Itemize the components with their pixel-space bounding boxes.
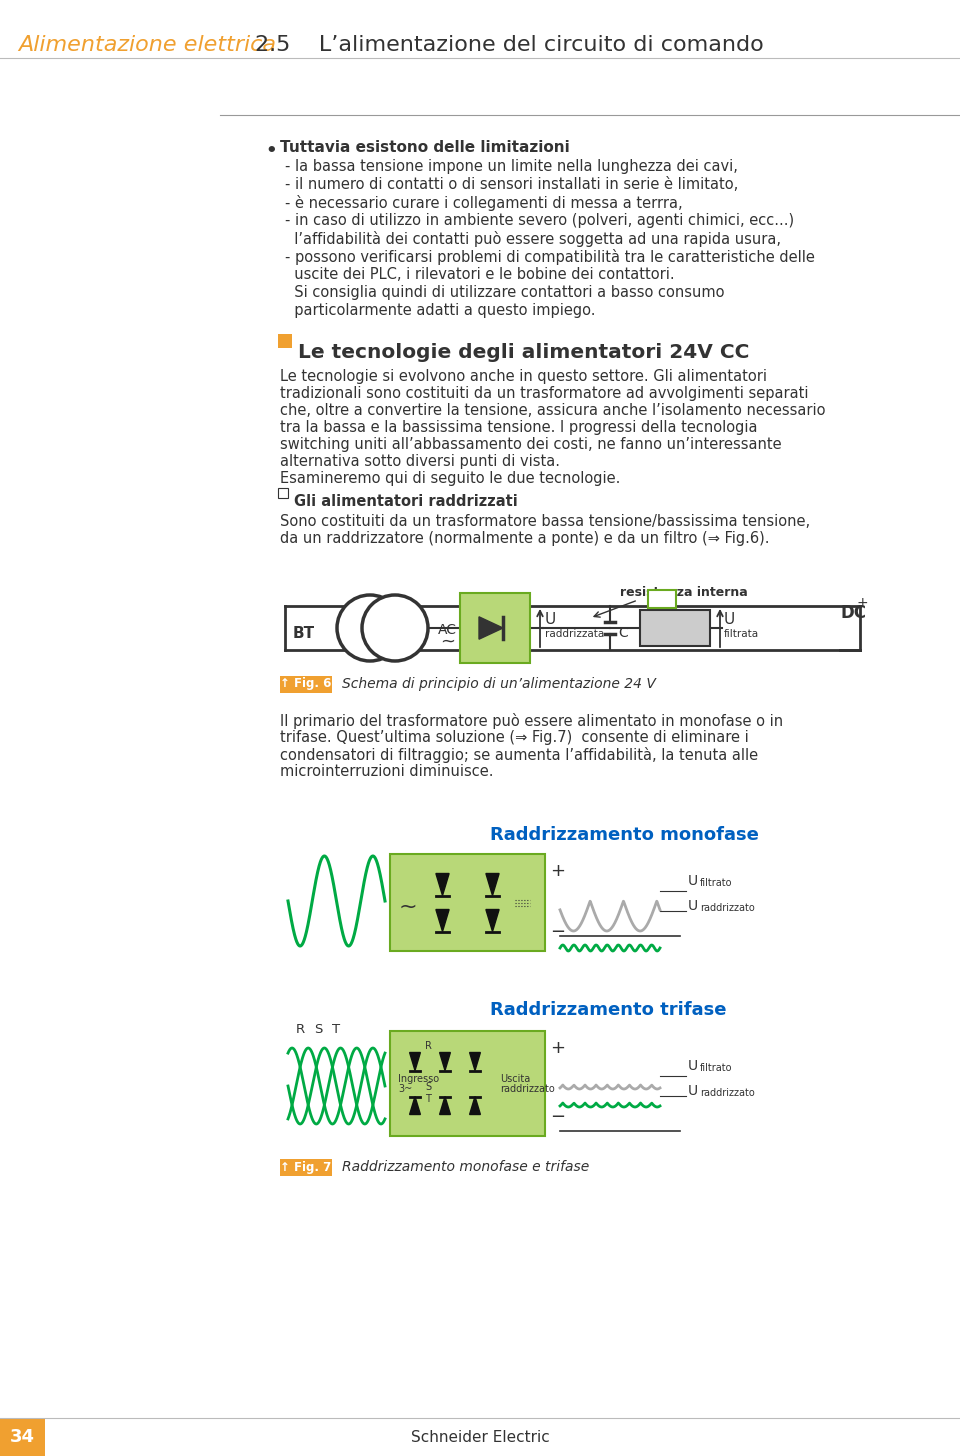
Text: che, oltre a convertire la tensione, assicura anche l’isolamento necessario: che, oltre a convertire la tensione, ass… [280, 403, 826, 418]
Text: Raddrizzamento monofase e trifase: Raddrizzamento monofase e trifase [342, 1160, 589, 1174]
Text: Alimentazione elettrica: Alimentazione elettrica [18, 35, 276, 55]
Text: filtrato: filtrato [700, 878, 732, 888]
Polygon shape [410, 1096, 420, 1114]
Bar [278, 333, 292, 348]
Bar [280, 1159, 332, 1176]
Bar [280, 676, 332, 693]
Text: DC: DC [840, 604, 866, 622]
Text: - il numero di contatti o di sensori installati in serie è limitato,: - il numero di contatti o di sensori ins… [285, 178, 738, 192]
Text: U: U [688, 898, 698, 913]
Text: •: • [265, 143, 276, 160]
Circle shape [362, 596, 428, 661]
Text: ↑ Fig. 6: ↑ Fig. 6 [280, 677, 332, 690]
Text: ↑ Fig. 7: ↑ Fig. 7 [280, 1160, 331, 1174]
Text: Le tecnologie degli alimentatori 24V CC: Le tecnologie degli alimentatori 24V CC [298, 344, 750, 363]
Text: filtrata: filtrata [724, 629, 759, 639]
Polygon shape [479, 617, 503, 639]
Text: - la bassa tensione impone un limite nella lunghezza dei cavi,: - la bassa tensione impone un limite nel… [285, 159, 738, 175]
Text: R: R [296, 1024, 305, 1037]
Text: filtrato: filtrato [700, 1063, 732, 1073]
Bar [390, 855, 545, 951]
Text: −: − [550, 923, 565, 941]
Text: Le tecnologie si evolvono anche in questo settore. Gli alimentatori: Le tecnologie si evolvono anche in quest… [280, 368, 767, 384]
Text: +: + [550, 1040, 565, 1057]
Text: U: U [688, 874, 698, 888]
Text: +: + [856, 596, 868, 610]
Bar [278, 488, 288, 498]
Polygon shape [436, 910, 449, 932]
Text: da un raddrizzatore (normalmente a ponte) e da un filtro (⇒ Fig.6).: da un raddrizzatore (normalmente a ponte… [280, 531, 770, 546]
Text: resistenza interna: resistenza interna [620, 585, 748, 598]
Polygon shape [486, 874, 499, 895]
Polygon shape [440, 1053, 450, 1070]
Polygon shape [440, 1096, 450, 1114]
Bar [0, 1418, 45, 1456]
Text: tra la bassa e la bassissima tensione. I progressi della tecnologia: tra la bassa e la bassissima tensione. I… [280, 419, 757, 435]
Text: raddrizzato: raddrizzato [700, 1088, 755, 1098]
Text: Schneider Electric: Schneider Electric [411, 1430, 549, 1444]
Text: −: − [550, 1108, 565, 1125]
Text: particolarmente adatti a questo impiego.: particolarmente adatti a questo impiego. [285, 303, 595, 317]
Text: Raddrizzamento monofase: Raddrizzamento monofase [490, 826, 758, 844]
Text: raddrizzato: raddrizzato [700, 903, 755, 913]
Text: l’affidabilità dei contatti può essere soggetta ad una rapida usura,: l’affidabilità dei contatti può essere s… [285, 232, 781, 248]
Text: Sono costituiti da un trasformatore bassa tensione/bassissima tensione,: Sono costituiti da un trasformatore bass… [280, 514, 810, 529]
Text: switching uniti all’abbassamento dei costi, ne fanno un’interessante: switching uniti all’abbassamento dei cos… [280, 437, 781, 451]
Text: Ingresso: Ingresso [398, 1073, 439, 1083]
Text: alternativa sotto diversi punti di vista.: alternativa sotto diversi punti di vista… [280, 454, 560, 469]
Text: ~: ~ [398, 897, 418, 916]
Text: 34: 34 [10, 1428, 35, 1446]
Text: Uscita: Uscita [500, 1073, 530, 1083]
Text: Raddrizzamento trifase: Raddrizzamento trifase [490, 1002, 727, 1019]
Text: condensatori di filtraggio; se aumenta l’affidabilità, la tenuta alle: condensatori di filtraggio; se aumenta l… [280, 747, 758, 763]
Text: +: + [550, 862, 565, 879]
Text: trifase. Quest’ultima soluzione (⇒ Fig.7)  consente di eliminare i: trifase. Quest’ultima soluzione (⇒ Fig.7… [280, 729, 749, 745]
Polygon shape [469, 1053, 480, 1070]
Polygon shape [486, 910, 499, 932]
Text: Il primario del trasformatore può essere alimentato in monofase o in: Il primario del trasformatore può essere… [280, 713, 783, 729]
Text: T: T [425, 1093, 431, 1104]
Text: U: U [688, 1059, 698, 1073]
Text: - in caso di utilizzo in ambiente severo (polveri, agenti chimici, ecc...): - in caso di utilizzo in ambiente severo… [285, 213, 794, 229]
Text: microinterruzioni diminuisce.: microinterruzioni diminuisce. [280, 764, 493, 779]
Text: U: U [545, 613, 556, 628]
Text: R: R [425, 1041, 432, 1051]
Text: raddrizzato: raddrizzato [500, 1083, 555, 1093]
Text: 2.5    L’alimentazione del circuito di comando: 2.5 L’alimentazione del circuito di coma… [255, 35, 764, 55]
Text: Si consiglia quindi di utilizzare contattori a basso consumo: Si consiglia quindi di utilizzare contat… [285, 285, 725, 300]
Text: S: S [425, 1082, 431, 1092]
Text: Gli alimentatori raddrizzati: Gli alimentatori raddrizzati [294, 494, 517, 510]
Text: BT: BT [293, 626, 315, 641]
Text: S: S [314, 1024, 323, 1037]
Polygon shape [469, 1096, 480, 1114]
Polygon shape [410, 1053, 420, 1070]
Text: raddrizzata: raddrizzata [545, 629, 604, 639]
Text: tradizionali sono costituiti da un trasformatore ad avvolgimenti separati: tradizionali sono costituiti da un trasf… [280, 386, 808, 400]
Text: uscite dei PLC, i rilevatori e le bobine dei contattori.: uscite dei PLC, i rilevatori e le bobine… [285, 266, 675, 282]
Text: U: U [724, 613, 735, 628]
Text: - è necessario curare i collegamenti di messa a terrra,: - è necessario curare i collegamenti di … [285, 195, 683, 211]
Text: Esamineremo qui di seguito le due tecnologie.: Esamineremo qui di seguito le due tecnol… [280, 470, 620, 486]
Bar [648, 590, 676, 609]
Text: T: T [332, 1024, 340, 1037]
Text: ~: ~ [440, 633, 455, 651]
Polygon shape [436, 874, 449, 895]
Text: Tuttavia esistono delle limitazioni: Tuttavia esistono delle limitazioni [280, 140, 569, 154]
Text: Schema di principio di un’alimentazione 24 V: Schema di principio di un’alimentazione … [342, 677, 656, 692]
Text: U: U [688, 1085, 698, 1098]
Bar [390, 1031, 545, 1136]
Bar [640, 610, 710, 646]
Text: 3~: 3~ [398, 1085, 412, 1095]
Text: AC: AC [438, 623, 457, 638]
Text: - possono verificarsi problemi di compatibilità tra le caratteristiche delle: - possono verificarsi problemi di compat… [285, 249, 815, 265]
Bar [460, 593, 530, 662]
Circle shape [337, 596, 403, 661]
Text: C: C [618, 626, 628, 641]
